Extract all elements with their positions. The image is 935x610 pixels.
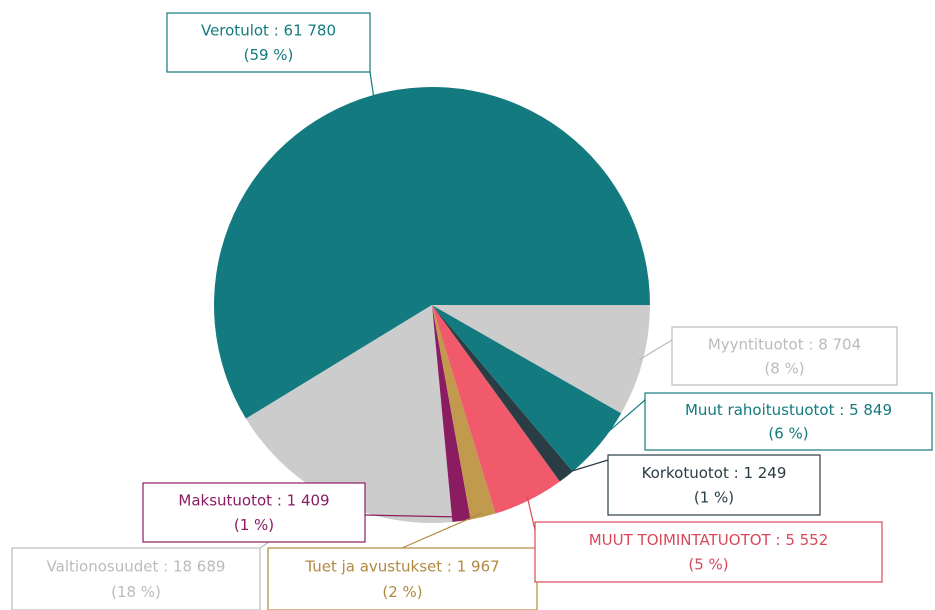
label-separator: : [804, 335, 819, 353]
category-name: Maksutuotot [178, 491, 272, 509]
category-name: Korkotuotot [642, 464, 729, 482]
value-label: 8 704 [818, 335, 861, 353]
label-box [671, 326, 898, 386]
leader-line [526, 496, 536, 531]
label-separator: : [729, 464, 744, 482]
pie-slice [432, 305, 496, 520]
slice-label: Maksutuotot : 1 409 [178, 491, 329, 509]
slice-label: Korkotuotot : 1 249 [642, 464, 787, 482]
pie-slice [432, 305, 622, 472]
category-name: Muut rahoitustuotot [685, 401, 835, 419]
leader-line [401, 512, 483, 549]
value-label: 18 689 [173, 557, 226, 575]
pie-slice [245, 305, 453, 523]
percent-label: (1 %) [694, 489, 734, 507]
slice-label: Valtionosuudet : 18 689 [47, 557, 226, 575]
label-separator: : [269, 21, 284, 39]
value-label: 1 249 [743, 464, 786, 482]
pie-slice [432, 305, 560, 514]
percent-label: (8 %) [764, 359, 804, 377]
label-box [267, 547, 538, 610]
percent-label: (1 %) [234, 516, 274, 534]
label-box [11, 547, 261, 610]
value-label: 61 780 [284, 21, 337, 39]
slice-label: Myyntituotot : 8 704 [708, 335, 861, 353]
label-separator: : [771, 531, 786, 549]
value-label: 1 409 [287, 491, 330, 509]
pie-slice [432, 305, 650, 414]
label-separator: : [834, 401, 849, 419]
label-separator: : [272, 491, 287, 509]
label-box [166, 12, 371, 73]
pie-slice [432, 305, 573, 482]
leader-line [638, 339, 673, 361]
leader-line [369, 71, 375, 100]
label-box [534, 521, 883, 583]
percent-label: (5 %) [688, 556, 728, 574]
value-label: 5 849 [849, 401, 892, 419]
category-name: Valtionosuudet [47, 557, 159, 575]
leader-line [596, 399, 646, 443]
value-label: 1 967 [457, 557, 500, 575]
pie-slice [432, 305, 471, 523]
category-name: Myyntituotot [708, 335, 804, 353]
percent-label: (2 %) [382, 583, 422, 601]
leader-line [563, 459, 609, 475]
pie-slice [213, 86, 650, 419]
category-name: Tuet ja avustukset [304, 557, 442, 575]
slice-label: MUUT TOIMINTATUOTOT : 5 552 [589, 531, 829, 549]
category-name: Verotulot [201, 21, 269, 39]
label-box [607, 454, 821, 516]
label-box [644, 392, 933, 451]
percent-label: (6 %) [768, 425, 808, 443]
percent-label: (18 %) [111, 583, 161, 601]
label-separator: : [442, 557, 457, 575]
leader-line [364, 514, 461, 518]
slice-label: Tuet ja avustukset : 1 967 [304, 557, 499, 575]
value-label: 5 552 [785, 531, 828, 549]
slice-label: Verotulot : 61 780 [201, 21, 336, 39]
label-separator: : [158, 557, 173, 575]
percent-label: (59 %) [244, 46, 294, 64]
category-name: MUUT TOIMINTATUOTOT [589, 531, 772, 549]
label-box [142, 482, 366, 543]
slice-label: Muut rahoitustuotot : 5 849 [685, 401, 892, 419]
